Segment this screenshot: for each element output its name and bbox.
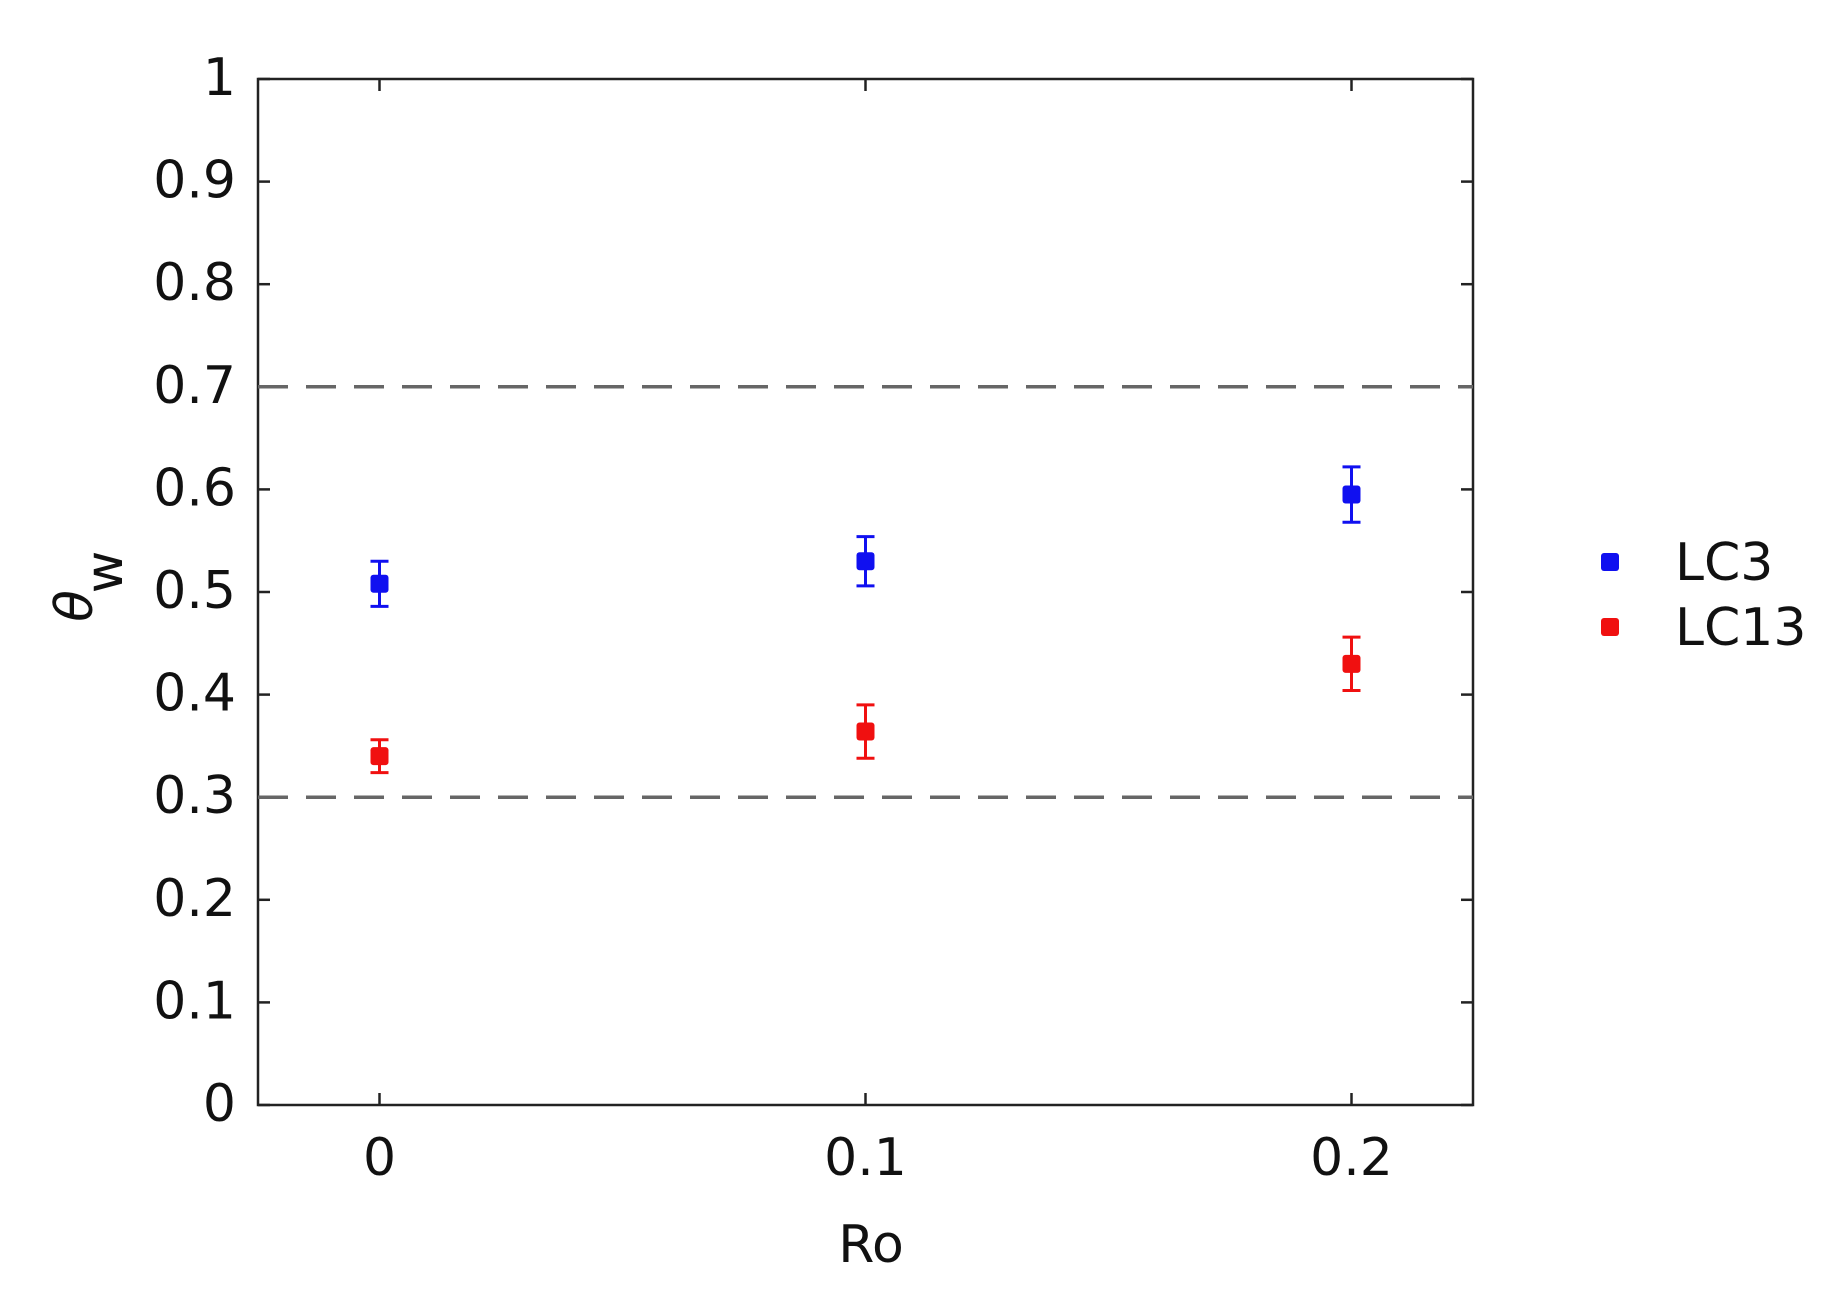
y-tick-label: 0.9: [153, 151, 236, 211]
marker: [856, 722, 875, 741]
y-tick-label: 0.4: [153, 664, 236, 724]
y-tick-label: 0.1: [153, 971, 236, 1031]
x-axis-label: Ro: [838, 1215, 904, 1275]
marker: [1342, 485, 1361, 504]
marker: [370, 747, 389, 766]
y-axis-label-subscript: w: [75, 551, 135, 594]
x-tick-label: 0.2: [1310, 1128, 1393, 1188]
y-tick-label: 0.3: [153, 766, 236, 826]
y-tick-label: 0.8: [153, 253, 236, 313]
legend-marker: [1601, 553, 1619, 571]
y-axis-label: θ: [45, 590, 105, 622]
y-tick-label: 0.6: [153, 458, 236, 518]
plot-frame: [256, 77, 1475, 1107]
marker: [1342, 654, 1361, 673]
y-tick-label: 0.5: [153, 561, 236, 621]
marker: [370, 574, 389, 593]
x-tick-label: 0.1: [824, 1128, 907, 1188]
x-tick-label: 0: [363, 1128, 396, 1188]
y-tick-label: 0.7: [153, 356, 236, 416]
y-tick-label: 0: [203, 1074, 236, 1134]
y-tick-label: 0.2: [153, 869, 236, 929]
legend-marker: [1601, 618, 1619, 636]
marker: [856, 552, 875, 571]
y-tick-label: 1: [203, 48, 236, 108]
legend-label: LC13: [1675, 598, 1806, 658]
y-axis-label-group: θ w: [45, 551, 135, 622]
legend-label: LC3: [1675, 533, 1773, 593]
